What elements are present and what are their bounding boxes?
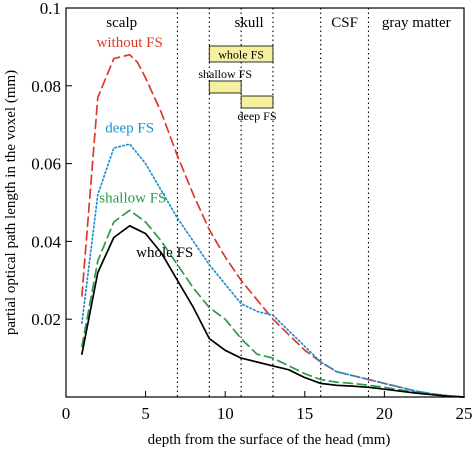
- region-label-skull: skull: [234, 15, 263, 31]
- x-axis-label: depth from the surface of the head (mm): [148, 432, 391, 448]
- series-line-deep-fs: [81, 143, 465, 398]
- fs-box-label-whole-fs: whole FS: [218, 48, 264, 62]
- region-label-scalp: scalp: [106, 15, 137, 31]
- y-tick-label: 0.02: [31, 310, 61, 329]
- x-tick-label: 0: [62, 404, 71, 423]
- fs-box-whole-fs: [208, 45, 274, 63]
- series-label-without-fs: without FS: [97, 35, 163, 51]
- fs-box-label-deep-fs: deep FS: [238, 109, 277, 123]
- fs-box-deep-fs: [240, 95, 274, 109]
- x-tick-label: 20: [376, 404, 393, 423]
- series-line-shallow-fs: [81, 209, 465, 398]
- plot-frame: [65, 7, 465, 398]
- y-axis-label: partial optical path length in the voxel…: [3, 70, 19, 335]
- region-label-gray-matter: gray matter: [382, 15, 451, 31]
- x-tick-label: 5: [141, 404, 150, 423]
- y-tick-label: 0.1: [40, 0, 61, 18]
- x-tick-label: 10: [217, 404, 234, 423]
- series-label-shallow-fs: shallow FS: [99, 190, 166, 206]
- region-label-csf: CSF: [331, 15, 358, 31]
- x-tick-label: 15: [296, 404, 313, 423]
- fs-box-label-shallow-fs: shallow FS: [198, 67, 252, 81]
- fs-box-shallow-fs: [208, 80, 242, 94]
- y-tick-label: 0.06: [31, 155, 61, 174]
- y-tick-label: 0.04: [31, 232, 61, 251]
- series-label-whole-fs: whole FS: [136, 245, 193, 261]
- series-line-whole-fs: [81, 224, 465, 398]
- x-tick-label: 25: [456, 404, 473, 423]
- y-tick-label: 0.08: [31, 77, 61, 96]
- series-label-deep-fs: deep FS: [105, 120, 154, 136]
